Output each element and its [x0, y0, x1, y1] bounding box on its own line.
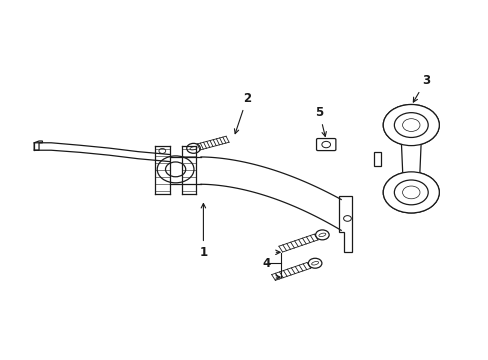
Circle shape — [393, 113, 427, 138]
FancyBboxPatch shape — [316, 139, 335, 150]
Circle shape — [308, 258, 321, 268]
Circle shape — [393, 180, 427, 205]
Text: 1: 1 — [199, 203, 207, 259]
Circle shape — [315, 230, 328, 240]
Circle shape — [393, 180, 427, 205]
Circle shape — [383, 104, 438, 145]
Circle shape — [383, 104, 438, 145]
Circle shape — [393, 113, 427, 138]
Text: 2: 2 — [234, 92, 250, 134]
Circle shape — [165, 162, 185, 177]
Text: 4: 4 — [262, 257, 270, 270]
Text: 5: 5 — [315, 106, 325, 136]
Circle shape — [383, 172, 438, 213]
Text: 3: 3 — [412, 74, 429, 102]
Circle shape — [383, 172, 438, 213]
Polygon shape — [400, 125, 421, 192]
Circle shape — [186, 143, 200, 153]
Bar — [373, 152, 380, 166]
Circle shape — [157, 156, 194, 183]
